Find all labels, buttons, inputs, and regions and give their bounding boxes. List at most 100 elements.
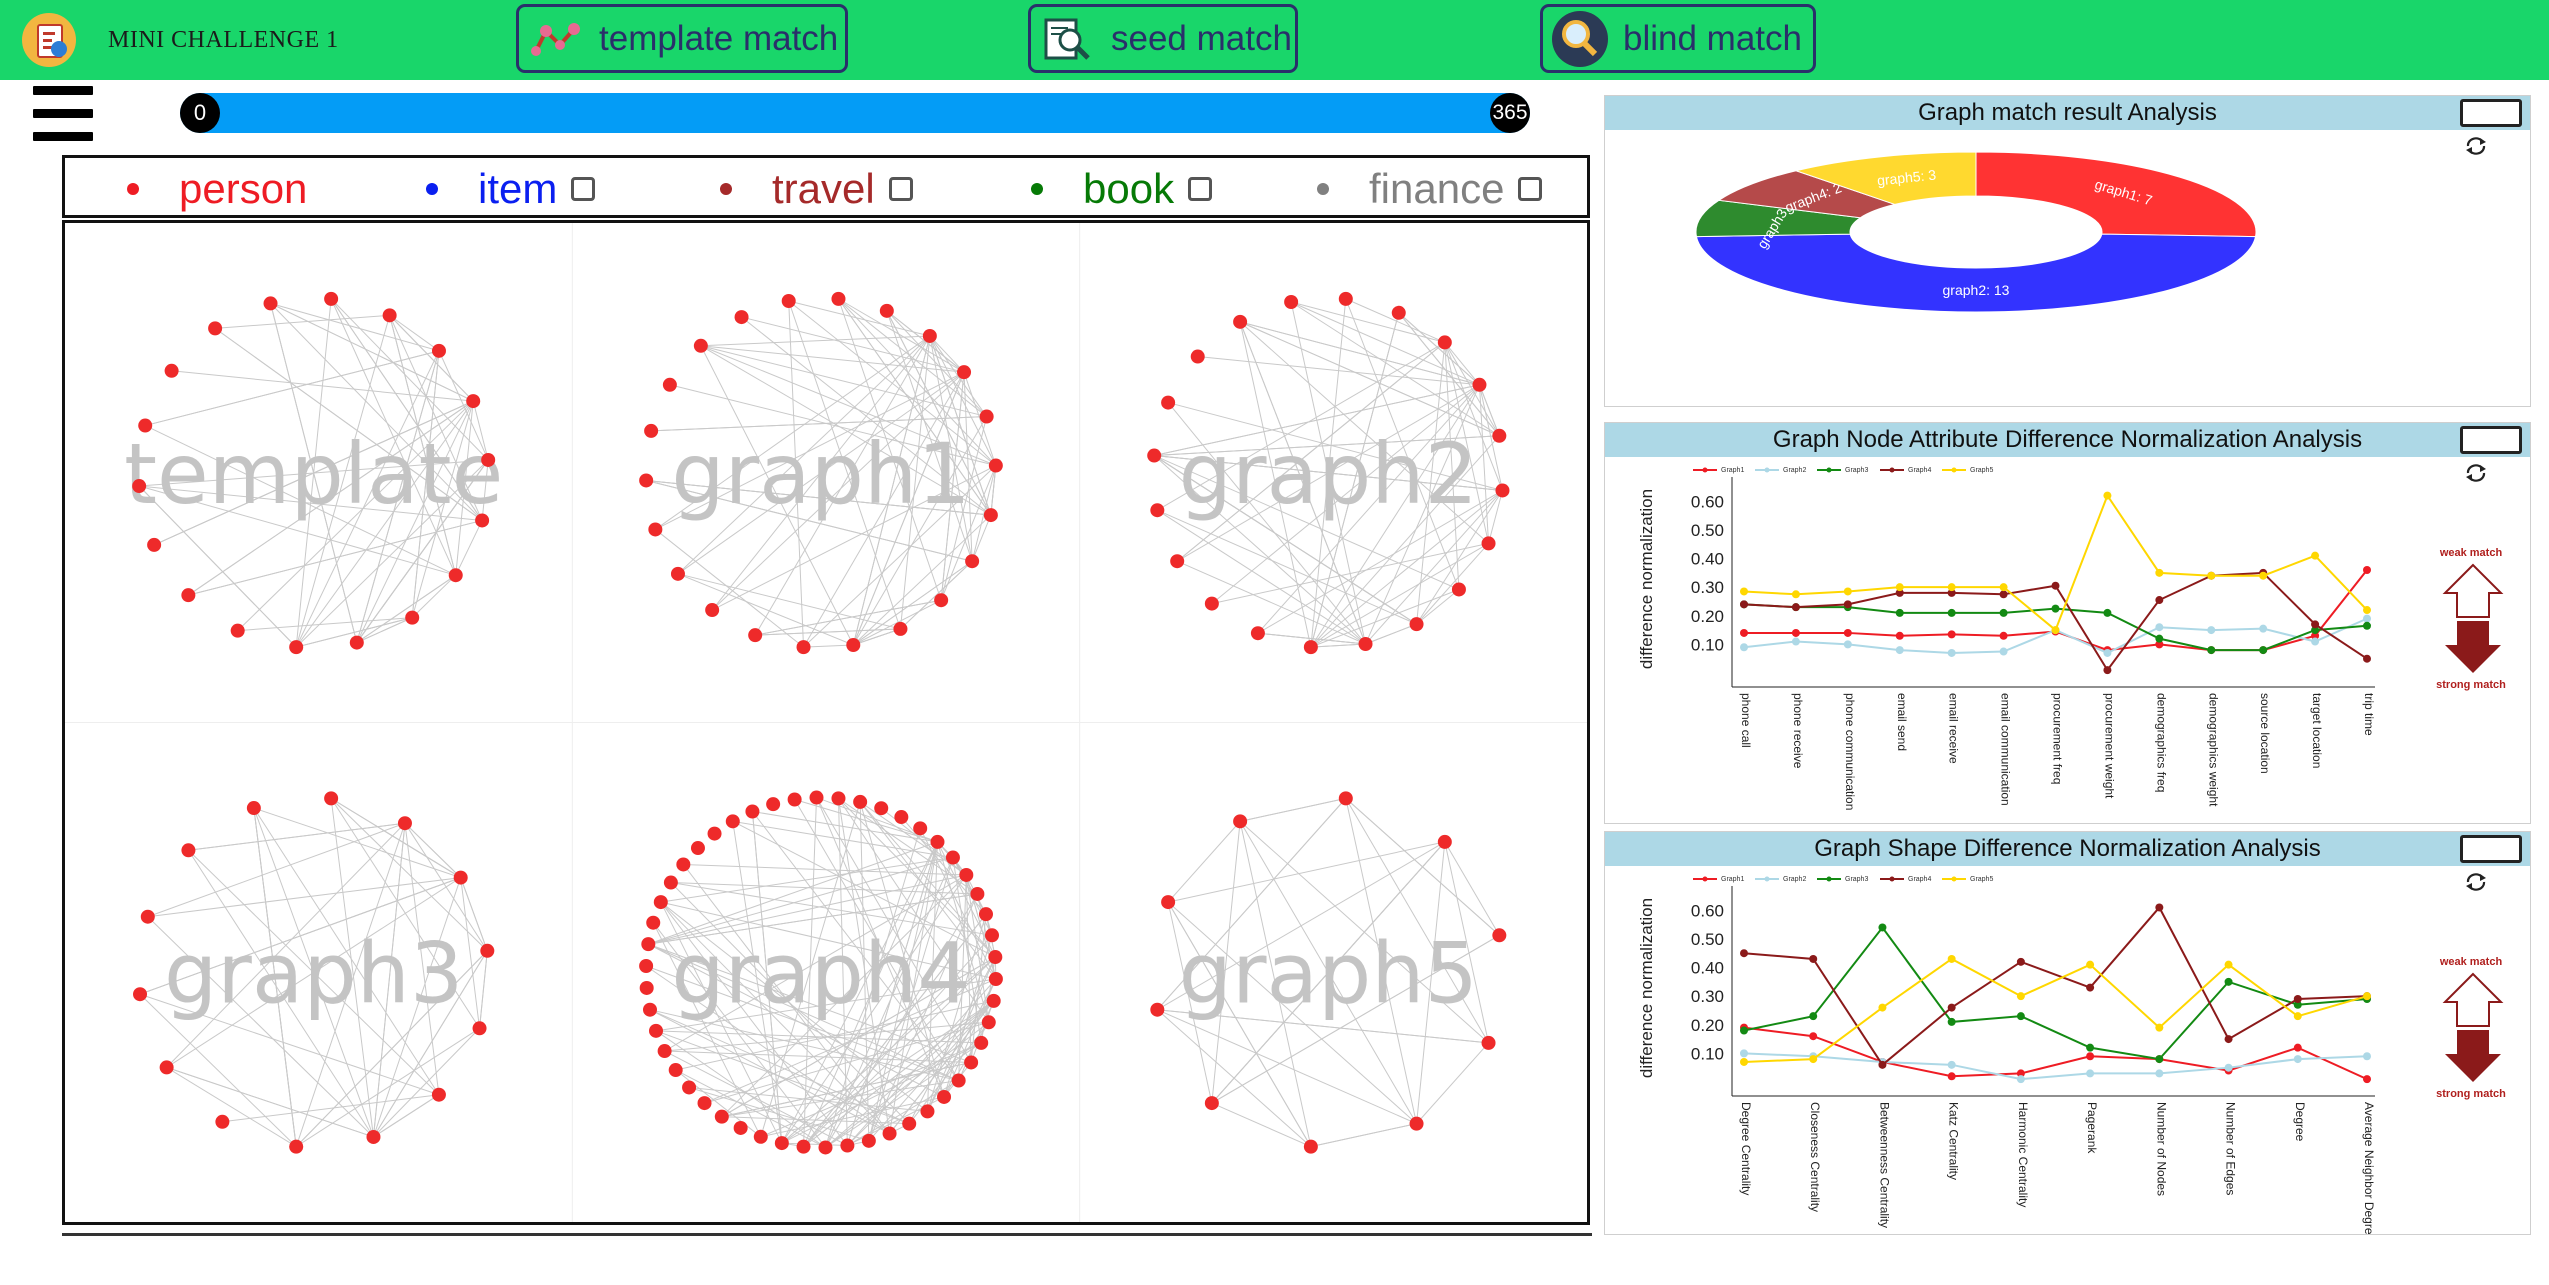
graph-edge xyxy=(460,877,488,951)
graph-edge xyxy=(373,877,462,1138)
graph-edge xyxy=(859,801,945,1098)
weak-match-arrow-icon xyxy=(2442,563,2504,618)
graph-label: graph1 xyxy=(671,425,970,523)
graph-edge xyxy=(940,416,988,601)
data-point xyxy=(2155,568,2164,577)
refresh-button[interactable] xyxy=(2460,835,2522,891)
graph-edge xyxy=(253,807,440,1095)
graph-edge xyxy=(270,303,483,521)
item-checkbox[interactable] xyxy=(571,177,596,201)
legend-marker xyxy=(1826,467,1832,473)
graph-edge xyxy=(660,901,783,1144)
graph-edge xyxy=(1398,312,1500,437)
finance-checkbox[interactable] xyxy=(1518,177,1543,201)
chart-dot-icon xyxy=(51,41,67,57)
data-point xyxy=(1809,1055,1818,1064)
graph-node xyxy=(663,875,678,890)
book-checkbox[interactable] xyxy=(1188,177,1213,201)
graph-edge xyxy=(222,1094,439,1123)
graph-edge xyxy=(1398,312,1480,386)
menu-hamburger-icon[interactable] xyxy=(33,86,93,142)
graph-edge xyxy=(886,310,973,562)
legend-label: Graph5 xyxy=(1970,467,1993,474)
series-Graph3 xyxy=(1740,923,2371,1064)
graph-node xyxy=(1303,640,1318,655)
data-point xyxy=(2259,624,2268,633)
data-point xyxy=(2155,640,2164,649)
graph-node xyxy=(840,1138,855,1153)
legend-finance: finance xyxy=(1317,164,1543,214)
item-dot-icon xyxy=(426,183,438,195)
seed-match-button[interactable]: seed match xyxy=(1028,4,1298,73)
graph-edge xyxy=(188,400,474,596)
graph-node xyxy=(397,816,412,831)
panel-header xyxy=(1605,832,2530,866)
graph-network-canvas[interactable]: template graph1 graph2 graph3 graph4 graph5 xyxy=(65,223,1587,1222)
refresh-button[interactable] xyxy=(2460,426,2522,482)
graph-node xyxy=(164,363,179,378)
weak-match-annotation: weak match xyxy=(2439,547,2503,559)
data-point xyxy=(1947,608,1956,617)
legend-marker xyxy=(1764,876,1770,882)
legend-person: person xyxy=(127,164,307,214)
slider-min-handle[interactable]: 0 xyxy=(180,93,220,133)
strong-match-annotation: strong match xyxy=(2436,1088,2506,1100)
data-point xyxy=(1740,1026,1748,1035)
data-point xyxy=(2207,646,2216,655)
graph-edge xyxy=(296,617,413,648)
graph-edge xyxy=(825,1000,995,1148)
data-point xyxy=(1947,1017,1956,1026)
data-point xyxy=(1740,643,1748,652)
graph-edge xyxy=(655,1030,982,1044)
graph-node xyxy=(215,1114,230,1129)
graph-edge xyxy=(700,345,965,373)
refresh-button[interactable] xyxy=(2460,99,2522,155)
graph-node xyxy=(913,821,928,836)
panel-title: Graph Shape Difference Normalization Ana… xyxy=(1814,835,2321,862)
finance-dot-icon xyxy=(1317,183,1329,195)
data-point xyxy=(1999,647,2008,656)
graph-node xyxy=(796,640,811,655)
graph-edge xyxy=(655,371,965,530)
series-Graph4 xyxy=(1740,568,2371,675)
graph-edge xyxy=(253,807,374,1138)
blind-match-button[interactable]: blind match xyxy=(1540,4,1816,73)
graph-edge xyxy=(404,822,462,878)
graph-edge xyxy=(460,877,481,1029)
data-point xyxy=(2207,626,2216,635)
x-tick-label: source location xyxy=(2258,693,2272,774)
data-point xyxy=(2363,621,2371,630)
graph-edge xyxy=(270,302,440,352)
graph-edge xyxy=(781,956,996,1144)
legend-marker xyxy=(1764,467,1770,473)
graph-edge xyxy=(1167,821,1241,903)
time-range-slider[interactable]: 0 365 xyxy=(180,93,1530,133)
panel-header xyxy=(1605,96,2530,130)
graph-node xyxy=(140,909,155,924)
legend-person-label: person xyxy=(179,165,308,212)
y-tick-label: 0.20 xyxy=(1691,607,1724,626)
graph-edge xyxy=(1239,821,1312,1147)
graph-edge xyxy=(1416,1042,1489,1124)
graph-graph5: graph5 xyxy=(1150,791,1507,1154)
x-tick-label: demographics freq xyxy=(2154,693,2168,792)
graph-edge xyxy=(389,315,474,402)
graph-node xyxy=(1451,582,1466,597)
graph-node xyxy=(981,1015,996,1030)
graph-template: template xyxy=(124,291,503,655)
graph-edge xyxy=(372,823,406,1138)
graph-node xyxy=(668,1063,683,1078)
data-point xyxy=(2259,646,2268,655)
travel-checkbox[interactable] xyxy=(888,177,913,201)
template-match-button[interactable]: template match xyxy=(516,4,848,73)
slider-max-handle[interactable]: 365 xyxy=(1490,93,1530,133)
graph-node xyxy=(431,343,446,358)
graph-edge xyxy=(825,1021,990,1148)
y-tick-label: 0.30 xyxy=(1691,578,1724,597)
graph-edge xyxy=(655,335,931,530)
x-tick-label: Pagerank xyxy=(2085,1102,2099,1154)
graph-node xyxy=(707,826,722,841)
graph-edge xyxy=(721,956,996,1118)
graph-edge xyxy=(1310,384,1480,648)
graph-edge xyxy=(1156,1009,1312,1147)
